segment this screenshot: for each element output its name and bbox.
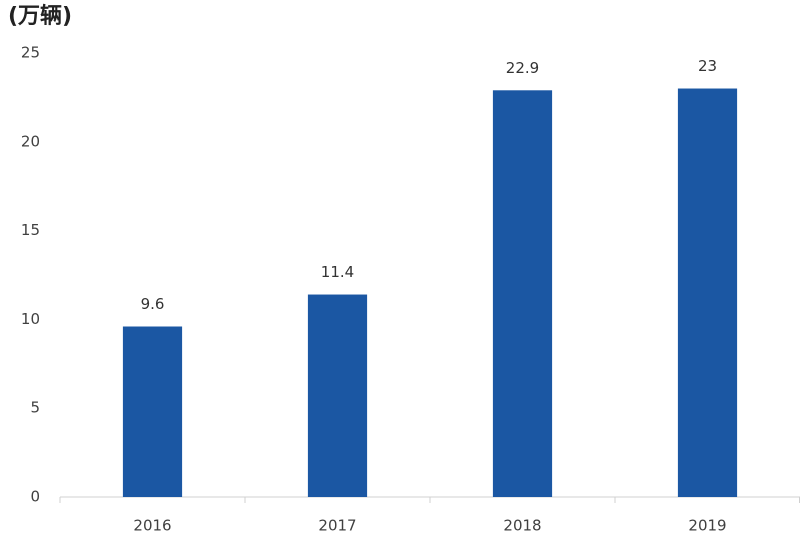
value-label: 23 — [698, 57, 717, 75]
y-tick-label: 15 — [21, 221, 40, 239]
y-tick-label: 10 — [21, 310, 40, 328]
y-tick-label: 20 — [21, 132, 40, 150]
y-axis-label: (万辆) — [8, 3, 72, 29]
x-tick-label: 2018 — [503, 517, 541, 535]
value-label: 11.4 — [321, 263, 354, 281]
bar — [122, 326, 183, 497]
y-tick-label: 0 — [30, 488, 40, 506]
value-label: 9.6 — [141, 295, 165, 313]
bar — [307, 294, 368, 497]
y-tick-label: 5 — [30, 399, 40, 417]
value-label: 22.9 — [506, 59, 539, 77]
x-tick-label: 2016 — [133, 517, 171, 535]
bar — [492, 90, 553, 498]
x-tick-label: 2017 — [318, 517, 356, 535]
bar — [677, 88, 738, 498]
y-tick-label: 25 — [21, 44, 40, 62]
x-tick-label: 2019 — [688, 517, 726, 535]
